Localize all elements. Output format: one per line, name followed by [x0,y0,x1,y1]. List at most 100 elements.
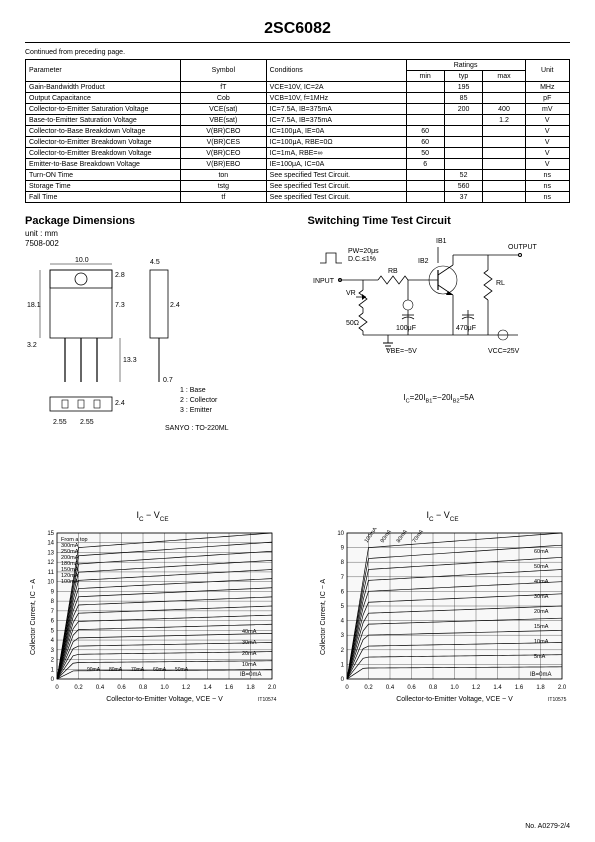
chart-title-left: IC − VCE [25,510,280,523]
chart-right: IC − VCE 00.20.40.60.81.01.21.41.61.82.0… [315,510,570,710]
svg-text:10mA: 10mA [534,639,549,645]
table-row: Collector-to-Emitter Breakdown VoltageV(… [26,137,570,148]
th-ratings: Ratings [406,60,525,71]
svg-text:60mA: 60mA [153,667,167,673]
svg-text:5: 5 [51,628,55,634]
th-conditions: Conditions [266,60,406,82]
svg-text:0.7: 0.7 [163,377,173,384]
circuit-section: Switching Time Test Circuit PW=20μs D.C.… [308,215,571,442]
svg-text:40mA: 40mA [534,579,549,585]
svg-text:0.8: 0.8 [139,685,148,691]
continued-note: Continued from preceding page. [25,49,570,56]
svg-text:1.0: 1.0 [450,685,459,691]
svg-text:Collector-to-Emitter Voltage,: Collector-to-Emitter Voltage, VCE − V [396,696,513,703]
svg-text:7.3: 7.3 [115,302,125,309]
svg-text:3: 3 [341,633,345,639]
svg-text:12: 12 [47,560,54,566]
package-code: 7508-002 [25,239,288,248]
svg-text:50mA: 50mA [534,564,549,570]
circuit-title: Switching Time Test Circuit [308,215,571,227]
svg-text:0.2: 0.2 [74,685,83,691]
svg-text:OUTPUT: OUTPUT [508,244,538,251]
svg-text:18.1: 18.1 [27,302,41,309]
circuit-diagram: PW=20μs D.C.≤1% IB1 IB2 INPUT RB [308,235,558,385]
svg-text:1.8: 1.8 [536,685,545,691]
svg-text:30mA: 30mA [534,594,549,600]
svg-text:100mA: 100mA [61,579,79,585]
table-row: Emitter-to-Base Breakdown VoltageV(BR)EB… [26,159,570,170]
svg-text:10: 10 [337,531,344,537]
svg-text:1: 1 [341,662,345,668]
svg-text:20mA: 20mA [242,651,257,657]
table-row: Turn-ON TimetonSee specified Test Circui… [26,170,570,181]
svg-text:VR: VR [346,290,356,297]
svg-text:100μF: 100μF [396,325,416,332]
svg-text:0.6: 0.6 [407,685,416,691]
svg-text:80mA: 80mA [109,667,123,673]
svg-text:6: 6 [51,618,55,624]
table-row: Collector-to-Emitter Saturation VoltageV… [26,104,570,115]
page-footer: No. A0279-2/4 [525,823,570,830]
package-diagram: 10.0 18.1 13.3 3.2 2.8 7.3 4.5 2.4 0.7 [25,252,265,442]
svg-text:1.8: 1.8 [246,685,255,691]
svg-text:SANYO : TO-220ML: SANYO : TO-220ML [165,425,229,432]
svg-text:15mA: 15mA [534,624,549,630]
svg-text:2 : Collector: 2 : Collector [180,397,218,404]
svg-text:2.4: 2.4 [115,400,125,407]
table-row: Gain-Bandwidth ProductfTVCE=10V, IC=2A19… [26,82,570,93]
svg-text:PW=20μs: PW=20μs [348,248,379,255]
svg-text:13: 13 [47,550,54,556]
svg-text:1.2: 1.2 [182,685,191,691]
svg-text:15: 15 [47,531,54,537]
svg-text:2.4: 2.4 [170,302,180,309]
svg-text:70mA: 70mA [131,667,145,673]
svg-text:30mA: 30mA [242,640,257,646]
svg-text:9: 9 [51,589,55,595]
svg-text:IB=0mA: IB=0mA [530,672,552,678]
svg-text:4: 4 [51,638,55,644]
svg-text:8: 8 [341,560,345,566]
table-row: Collector-to-Base Breakdown VoltageV(BR)… [26,126,570,137]
svg-text:2.0: 2.0 [558,685,567,691]
svg-text:10mA: 10mA [242,662,257,668]
svg-text:3: 3 [51,648,55,654]
charts-section: IC − VCE 0 0.2 0.4 0.6 0.8 1.0 1.2 1.4 1.6 1.8 2.0… [25,510,570,710]
svg-text:10.0: 10.0 [75,257,89,264]
table-row: Collector-to-Emitter Breakdown VoltageV(… [26,148,570,159]
svg-text:7: 7 [341,575,345,581]
svg-text:60mA: 60mA [534,549,549,555]
svg-text:INPUT: INPUT [313,278,335,285]
svg-text:40mA: 40mA [242,629,257,635]
th-symbol: Symbol [181,60,267,82]
svg-text:IB1: IB1 [436,238,447,245]
svg-text:1.6: 1.6 [515,685,524,691]
svg-text:0.4: 0.4 [386,685,395,691]
svg-text:6: 6 [341,589,345,595]
svg-text:IT10574: IT10574 [258,697,277,703]
svg-text:1.4: 1.4 [203,685,212,691]
svg-text:50mA: 50mA [175,667,189,673]
svg-text:14: 14 [47,541,54,547]
svg-text:0.8: 0.8 [429,685,438,691]
svg-text:4: 4 [341,618,345,624]
svg-text:11: 11 [48,570,55,576]
package-unit: unit : mm [25,229,288,238]
svg-text:2: 2 [51,657,55,663]
svg-text:5mA: 5mA [534,654,546,660]
svg-text:D.C.≤1%: D.C.≤1% [348,256,376,263]
table-row: Storage TimetstgSee specified Test Circu… [26,181,570,192]
package-title: Package Dimensions [25,215,288,227]
package-section: Package Dimensions unit : mm 7508-002 10… [25,215,288,442]
svg-text:0: 0 [341,677,345,683]
svg-text:Collector Current, IC − A: Collector Current, IC − A [30,578,37,654]
svg-text:0: 0 [51,677,55,683]
svg-text:2: 2 [341,648,345,654]
svg-text:20mA: 20mA [534,609,549,615]
svg-text:IB=0mA: IB=0mA [240,672,262,678]
svg-text:4.5: 4.5 [150,259,160,266]
svg-text:VBE=−5V: VBE=−5V [386,348,417,355]
svg-text:1.2: 1.2 [472,685,481,691]
svg-text:Collector-to-Emitter Voltage,: Collector-to-Emitter Voltage, VCE − V [106,696,223,703]
svg-text:50Ω: 50Ω [346,320,359,327]
svg-text:90mA: 90mA [87,667,101,673]
